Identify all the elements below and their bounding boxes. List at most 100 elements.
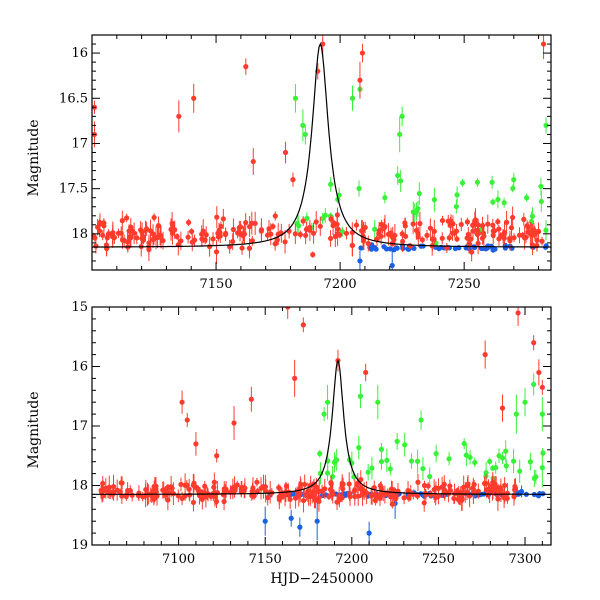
red-point bbox=[240, 231, 247, 237]
red-point bbox=[165, 484, 171, 490]
x-tick-label: 7250 bbox=[422, 552, 455, 567]
blue-point bbox=[387, 246, 393, 252]
red-point bbox=[231, 484, 238, 490]
red-point bbox=[247, 224, 253, 230]
red-point bbox=[474, 231, 480, 237]
x-tick-label: 7250 bbox=[448, 277, 481, 292]
red-point bbox=[498, 487, 504, 493]
red-point bbox=[103, 242, 110, 248]
red-point bbox=[300, 218, 306, 224]
red-point bbox=[155, 222, 162, 229]
green-point bbox=[446, 456, 452, 462]
green-point bbox=[296, 223, 302, 229]
green-point bbox=[543, 227, 549, 233]
red-point bbox=[376, 231, 382, 237]
red-point bbox=[535, 228, 542, 235]
green-point bbox=[433, 451, 439, 457]
green-point bbox=[398, 178, 404, 184]
red-point bbox=[127, 487, 133, 494]
blue-outlier-point bbox=[297, 524, 303, 530]
green-point bbox=[533, 474, 539, 480]
green-point bbox=[510, 458, 517, 464]
green-point bbox=[372, 226, 378, 232]
red-point bbox=[421, 482, 428, 489]
red-point bbox=[502, 482, 508, 489]
red-point bbox=[211, 479, 217, 485]
green-outlier-point bbox=[531, 381, 537, 387]
red-point bbox=[221, 498, 227, 505]
red-point bbox=[278, 492, 284, 498]
x-tick-label: 7200 bbox=[324, 277, 357, 292]
red-point bbox=[524, 223, 530, 229]
red-point bbox=[165, 497, 171, 503]
red-point bbox=[448, 218, 454, 224]
plot-area bbox=[92, 307, 551, 545]
x-tick-label: 7150 bbox=[249, 552, 282, 567]
red-point bbox=[292, 231, 298, 237]
red-outlier-point bbox=[184, 417, 190, 423]
red-point bbox=[470, 228, 476, 234]
red-point bbox=[249, 238, 255, 244]
red-point bbox=[506, 235, 513, 242]
y-tick-label: 19 bbox=[71, 538, 88, 553]
red-point bbox=[472, 217, 479, 223]
red-outlier-point bbox=[250, 158, 256, 165]
red-point bbox=[479, 235, 486, 241]
plot-area bbox=[92, 35, 551, 270]
red-point bbox=[161, 487, 167, 493]
red-point bbox=[453, 228, 460, 234]
red-outlier-point bbox=[363, 369, 369, 376]
red-point bbox=[392, 493, 398, 499]
red-point bbox=[265, 495, 271, 501]
red-point bbox=[119, 218, 125, 224]
green-point bbox=[517, 468, 523, 474]
blue-outlier-point bbox=[262, 518, 268, 524]
red-point bbox=[293, 495, 299, 501]
red-point bbox=[207, 244, 213, 250]
red-point bbox=[468, 236, 474, 242]
red-point bbox=[414, 493, 421, 499]
red-outlier-point bbox=[482, 352, 488, 358]
red-point bbox=[202, 483, 208, 489]
red-point bbox=[310, 252, 316, 258]
red-point bbox=[407, 243, 413, 249]
x-tick-label: 7200 bbox=[335, 552, 368, 567]
x-tick-label: 7150 bbox=[200, 277, 233, 292]
red-point bbox=[297, 231, 303, 238]
green-point bbox=[328, 181, 334, 187]
red-point bbox=[283, 483, 290, 489]
red-point bbox=[391, 237, 397, 243]
green-point bbox=[503, 463, 509, 469]
green-point bbox=[501, 200, 507, 206]
blue-point bbox=[358, 245, 364, 251]
green-point bbox=[472, 459, 478, 466]
red-point bbox=[442, 488, 448, 494]
red-point bbox=[272, 213, 278, 219]
plot-frame bbox=[91, 306, 552, 546]
red-point bbox=[223, 230, 229, 236]
red-point bbox=[377, 483, 383, 489]
green-point bbox=[384, 457, 390, 463]
red-point bbox=[334, 212, 341, 218]
green-point bbox=[529, 213, 536, 219]
red-point bbox=[101, 223, 107, 229]
red-point bbox=[126, 228, 132, 234]
red-point bbox=[495, 219, 501, 225]
red-point bbox=[346, 481, 352, 487]
green-point bbox=[356, 185, 362, 192]
red-point bbox=[246, 245, 253, 251]
blue-outlier-point bbox=[366, 530, 372, 536]
red-point bbox=[212, 493, 218, 500]
red-point bbox=[475, 240, 481, 246]
red-point bbox=[447, 222, 453, 228]
y-tick-label: 16 bbox=[71, 360, 88, 375]
red-point bbox=[510, 214, 516, 221]
green-point bbox=[487, 458, 493, 465]
red-point bbox=[490, 479, 496, 486]
red-point bbox=[305, 489, 311, 495]
green-outlier-point bbox=[511, 177, 517, 183]
red-point bbox=[264, 232, 271, 238]
y-tick-label: 18 bbox=[71, 479, 88, 494]
red-point bbox=[410, 221, 416, 227]
red-point bbox=[485, 221, 491, 227]
